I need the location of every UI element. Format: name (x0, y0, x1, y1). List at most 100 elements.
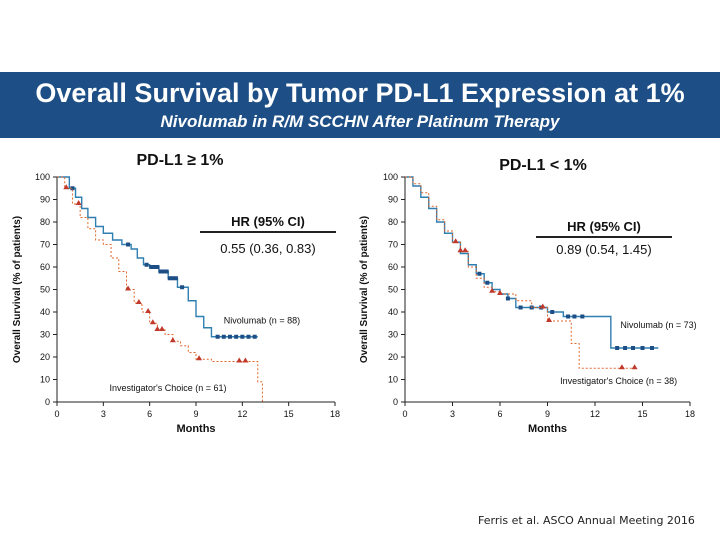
investigator-censor-marker (457, 247, 464, 253)
nivolumab-censor-marker (152, 265, 157, 269)
nivolumab-censor-marker (485, 280, 490, 285)
x-tick-label: 15 (637, 409, 647, 419)
investigator-censor-marker (125, 285, 132, 291)
nivolumab-censor-marker (640, 346, 645, 350)
x-axis-label: Months (528, 423, 567, 435)
y-tick-label: 50 (40, 285, 50, 295)
y-tick-label: 90 (388, 195, 398, 205)
x-tick-label: 0 (54, 409, 59, 419)
slide-title: Overall Survival by Tumor PD-L1 Expressi… (35, 78, 685, 108)
y-tick-label: 80 (40, 217, 50, 227)
nivolumab-censor-marker (623, 346, 628, 350)
investigator-censor-marker (462, 247, 469, 253)
investigator-censor-marker (149, 319, 156, 325)
nivolumab-censor-marker (631, 346, 635, 350)
y-tick-label: 30 (388, 330, 398, 340)
x-tick-label: 12 (237, 409, 247, 419)
nivolumab-censor-marker (650, 346, 654, 350)
nivolumab-censor-marker (227, 334, 232, 339)
y-tick-label: 0 (393, 397, 398, 407)
investigator-curve (57, 176, 263, 402)
investigator-censor-marker (63, 184, 70, 190)
x-tick-label: 12 (590, 409, 600, 419)
nivolumab-censor-marker (126, 242, 131, 247)
nivolumab-label: Nivolumab (n = 88) (224, 315, 300, 325)
nivolumab-censor-marker (477, 271, 482, 276)
investigator-censor-marker (75, 200, 82, 205)
nivolumab-censor-marker (550, 310, 555, 314)
y-tick-label: 20 (388, 352, 398, 362)
nivolumab-censor-marker (149, 265, 154, 269)
y-tick-label: 60 (388, 262, 398, 272)
nivolumab-censor-marker (221, 334, 226, 339)
investigator-censor-marker (631, 364, 638, 370)
investigator-label: Investigator's Choice (n = 61) (110, 383, 227, 393)
investigator-censor-marker (145, 308, 152, 313)
hr-value: 0.55 (0.36, 0.83) (220, 241, 315, 256)
investigator-censor-marker (169, 337, 176, 343)
x-tick-label: 18 (685, 409, 695, 419)
x-tick-label: 9 (193, 409, 198, 419)
nivolumab-censor-marker (164, 269, 169, 274)
nivolumab-censor-marker (161, 269, 166, 274)
y-tick-label: 10 (40, 375, 50, 385)
y-tick-label: 50 (388, 285, 398, 295)
hr-value: 0.89 (0.54, 1.45) (556, 242, 651, 257)
y-tick-label: 70 (388, 240, 398, 250)
investigator-censor-marker (452, 238, 459, 244)
x-tick-label: 3 (450, 409, 455, 419)
chart-title: PD-L1 < 1% (499, 157, 587, 174)
nivolumab-curve (57, 176, 258, 338)
investigator-censor-marker (154, 326, 161, 331)
y-tick-label: 20 (40, 352, 50, 362)
investigator-curve (405, 176, 635, 369)
hr-header: HR (95% CI) (567, 219, 641, 234)
x-tick-label: 15 (284, 409, 294, 419)
y-tick-label: 10 (388, 375, 398, 385)
investigator-censor-marker (546, 317, 553, 322)
x-tick-label: 3 (101, 409, 106, 419)
nivolumab-censor-marker (566, 314, 571, 319)
x-tick-label: 0 (402, 409, 407, 419)
investigator-censor-marker (196, 355, 203, 361)
investigator-censor-marker (135, 299, 142, 304)
nivolumab-censor-marker (70, 186, 75, 191)
nivolumab-censor-marker (572, 314, 577, 319)
nivolumab-censor-marker (215, 334, 220, 339)
investigator-censor-marker (242, 357, 249, 363)
citation: Ferris et al. ASCO Annual Meeting 2016 (478, 514, 695, 527)
nivolumab-censor-marker (505, 296, 510, 301)
nivolumab-censor-marker (155, 265, 160, 269)
investigator-censor-marker (489, 287, 496, 293)
y-tick-label: 30 (40, 330, 50, 340)
y-tick-label: 80 (388, 217, 398, 227)
nivolumab-censor-marker (173, 276, 178, 281)
nivolumab-censor-marker (170, 276, 175, 281)
nivolumab-censor-marker (167, 276, 172, 281)
y-tick-label: 40 (40, 307, 50, 317)
nivolumab-censor-marker (518, 305, 523, 310)
nivolumab-censor-marker (615, 346, 620, 350)
y-tick-label: 100 (35, 172, 50, 182)
y-axis-label: Overall Survival (% of patients) (12, 216, 23, 363)
x-tick-label: 18 (330, 409, 340, 419)
nivolumab-censor-marker (158, 269, 163, 274)
y-tick-label: 0 (45, 397, 50, 407)
y-axis-label: Overall Survival (% of patients) (359, 216, 370, 363)
investigator-censor-marker (618, 364, 625, 370)
y-tick-label: 40 (388, 307, 398, 317)
investigator-censor-marker (539, 303, 546, 309)
hr-header: HR (95% CI) (231, 214, 305, 229)
nivolumab-censor-marker (180, 285, 185, 290)
chart-pdl1-high: PD-L1 ≥ 1% 0 3 6 9 12 15 18 0 10 20 30 40 50 60 70 80 90 1… (12, 152, 340, 435)
y-tick-label: 100 (383, 172, 398, 182)
nivolumab-censor-marker (234, 334, 239, 339)
title-banner: Overall Survival by Tumor PD-L1 Expressi… (0, 72, 720, 138)
y-tick-label: 70 (40, 240, 50, 250)
x-tick-label: 9 (545, 409, 550, 419)
nivolumab-censor-marker (252, 334, 257, 339)
nivolumab-label: Nivolumab (n = 73) (620, 320, 696, 330)
nivolumab-censor-marker (580, 314, 585, 319)
y-tick-label: 90 (40, 195, 50, 205)
x-axis-label: Months (176, 423, 215, 435)
